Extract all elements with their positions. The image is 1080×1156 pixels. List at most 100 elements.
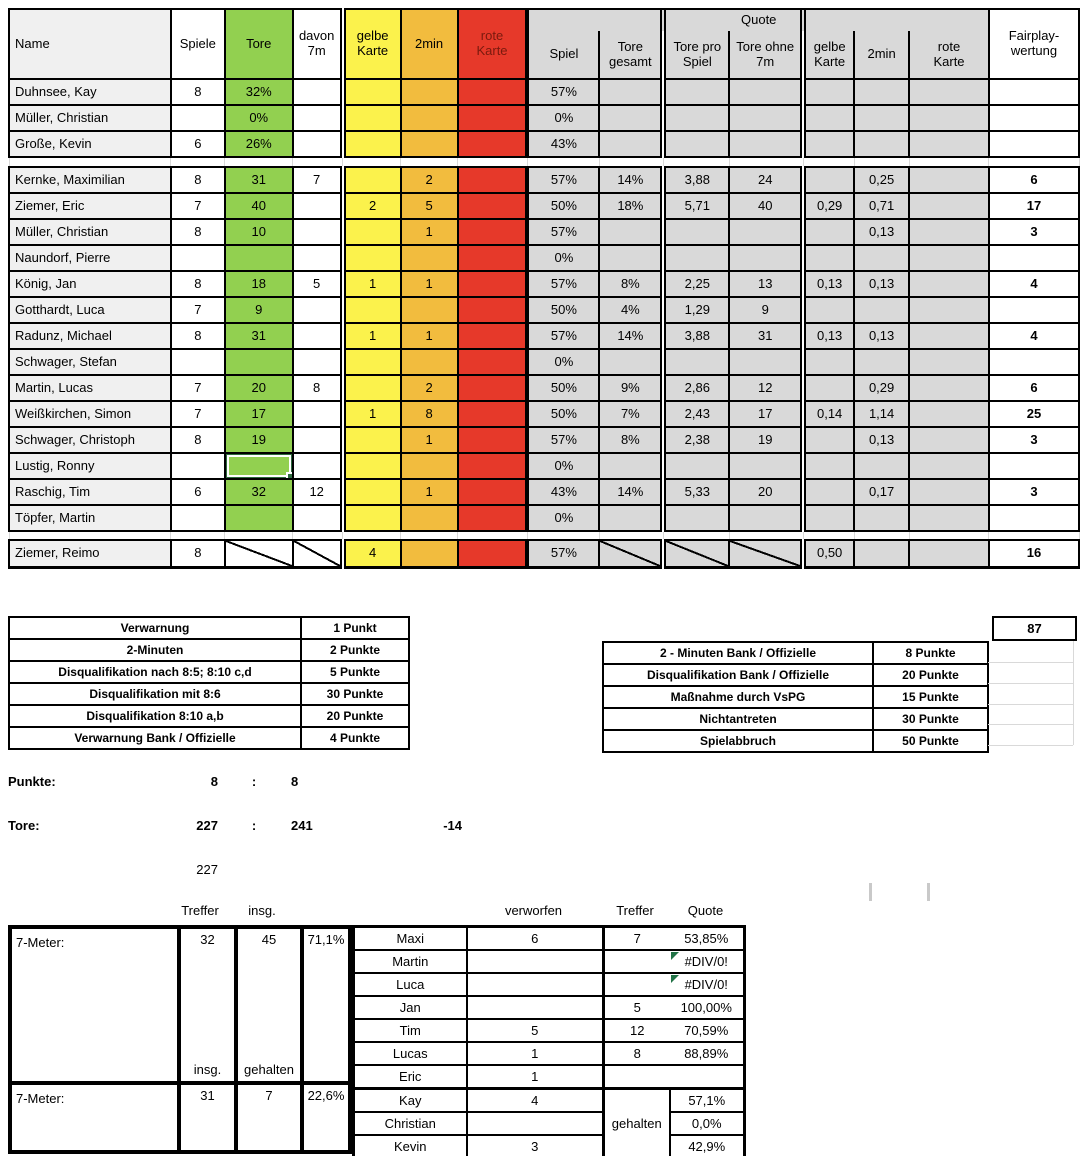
cell-davon7m[interactable]: [291, 348, 344, 376]
cell-spiele[interactable]: 6: [169, 130, 226, 158]
cell-name[interactable]: Radunz, Michael: [8, 322, 172, 350]
cell-spiele[interactable]: 7: [169, 192, 226, 220]
cell-q_spiel[interactable]: 50%: [525, 296, 601, 324]
cell-q_tore_ohne_7m[interactable]: [728, 452, 805, 480]
cell-rote[interactable]: [456, 374, 529, 402]
legend-label-cell[interactable]: Maßnahme durch VsPG: [602, 685, 874, 709]
legend-label-cell[interactable]: 2-Minuten: [8, 638, 302, 662]
cell-q_tore_pro_spiel[interactable]: 2,38: [660, 426, 731, 454]
seven-meter-treffer-cell[interactable]: 32 insg.: [177, 929, 234, 1081]
cell-spiele[interactable]: 8: [169, 539, 226, 569]
cell-q_tore_gesamt[interactable]: 8%: [598, 270, 665, 298]
cell-7m-verworfen[interactable]: 6: [465, 925, 605, 951]
cell-q_tore_ohne_7m[interactable]: 19: [728, 426, 805, 454]
cell-q_tore_pro_spiel[interactable]: [660, 130, 731, 158]
cell-name[interactable]: Schwager, Christoph: [8, 426, 172, 454]
cell-q_rote[interactable]: [908, 104, 990, 132]
cell-q_tore_gesamt[interactable]: [598, 504, 665, 532]
cell-rote[interactable]: [456, 452, 529, 480]
legend-points-cell[interactable]: 20 Punkte: [872, 663, 989, 687]
cell-q_tore_ohne_7m[interactable]: 40: [728, 192, 805, 220]
cell-davon7m[interactable]: [291, 130, 344, 158]
cell-q_rote[interactable]: [908, 504, 990, 532]
cell-q_zweimin[interactable]: 0,13: [853, 270, 911, 298]
cell-rote[interactable]: [456, 270, 529, 298]
cell-q_tore_gesamt[interactable]: 14%: [598, 322, 665, 350]
cell-q_rote[interactable]: [908, 452, 990, 480]
cell-rote[interactable]: [456, 130, 529, 158]
treffer-header[interactable]: Treffer: [181, 903, 219, 918]
legend-points-cell[interactable]: 20 Punkte: [300, 704, 410, 728]
cell-fairplay[interactable]: 4: [987, 270, 1080, 298]
cell-zweimin[interactable]: 1: [399, 478, 459, 506]
cell-7m-verworfen[interactable]: 5: [465, 1018, 605, 1043]
header-q_gelbe[interactable]: gelbe Karte: [800, 31, 856, 80]
cell-spiele[interactable]: 8: [169, 166, 226, 194]
cell-zweimin[interactable]: [399, 104, 459, 132]
cell-spiele[interactable]: 6: [169, 478, 226, 506]
cell-q_tore_gesamt[interactable]: [598, 130, 665, 158]
cell-tore[interactable]: [223, 452, 294, 480]
cell-7m-treffer[interactable]: 7: [602, 925, 670, 951]
cell-fairplay[interactable]: 4: [987, 322, 1080, 350]
cell-q_zweimin[interactable]: 0,13: [853, 218, 911, 246]
cell-fairplay[interactable]: [987, 78, 1080, 106]
cell-spiele[interactable]: [169, 504, 226, 532]
cell-7m-quote[interactable]: 100,00%: [669, 995, 746, 1020]
cell-q_tore_pro_spiel[interactable]: 3,88: [660, 322, 731, 350]
cell-gelbe[interactable]: [339, 348, 402, 376]
cell-q_spiel[interactable]: 57%: [525, 218, 601, 246]
cell-spiele[interactable]: 8: [169, 218, 226, 246]
cell-zweimin[interactable]: [399, 452, 459, 480]
cell-davon7m[interactable]: 5: [291, 270, 344, 298]
cell-tore[interactable]: 9: [223, 296, 294, 324]
cell-q_tore_ohne_7m[interactable]: 9: [728, 296, 805, 324]
cell-q_spiel[interactable]: 50%: [525, 374, 601, 402]
cell-7m-verworfen[interactable]: 3: [465, 1134, 605, 1156]
seven-meter-insgesamt-cell[interactable]: 45 gehalten: [234, 929, 300, 1081]
cell-q_spiel[interactable]: 0%: [525, 452, 601, 480]
legend-points-cell[interactable]: 30 Punkte: [300, 682, 410, 706]
header-rote[interactable]: rote Karte: [456, 8, 529, 80]
cell-q_zweimin[interactable]: [853, 296, 911, 324]
cell-q_tore_pro_spiel[interactable]: 2,25: [660, 270, 731, 298]
cell-davon7m[interactable]: [291, 426, 344, 454]
cell-davon7m[interactable]: [291, 400, 344, 428]
cell-spiele[interactable]: 8: [169, 426, 226, 454]
cell-q_tore_ohne_7m[interactable]: 17: [728, 400, 805, 428]
cell-q_rote[interactable]: [908, 322, 990, 350]
cell-7m-name[interactable]: Lucas: [352, 1041, 468, 1066]
cell-q_tore_gesamt[interactable]: [598, 78, 665, 106]
cell-name[interactable]: Ziemer, Reimo: [8, 539, 172, 569]
cell-7m-quote[interactable]: 57,1%: [668, 1087, 746, 1113]
cell-q_gelbe[interactable]: 0,13: [800, 270, 856, 298]
cell-q_gelbe[interactable]: [800, 244, 856, 272]
cell-q_spiel[interactable]: 57%: [525, 78, 601, 106]
header-davon7m[interactable]: davon 7m: [291, 8, 344, 80]
cell-rote[interactable]: [456, 478, 529, 506]
cell-q_spiel[interactable]: 50%: [525, 192, 601, 220]
cell-davon7m[interactable]: [291, 539, 344, 569]
cell-tore[interactable]: 20: [223, 374, 294, 402]
cell-q_zweimin[interactable]: [853, 130, 911, 158]
cell-davon7m[interactable]: [291, 78, 344, 106]
cell-7m-name[interactable]: Martin: [352, 949, 468, 974]
cell-q_gelbe[interactable]: 0,13: [800, 322, 856, 350]
cell-spiele[interactable]: [169, 452, 226, 480]
cell-rote[interactable]: [456, 539, 529, 569]
cell-7m-name[interactable]: Jan: [352, 995, 468, 1020]
cell-7m-quote[interactable]: #DIV/0!: [669, 949, 746, 974]
cell-fairplay[interactable]: 3: [987, 426, 1080, 454]
cell-rote[interactable]: [456, 296, 529, 324]
header-quote-group[interactable]: Quote: [525, 8, 990, 31]
cell-name[interactable]: Raschig, Tim: [8, 478, 172, 506]
cell-tore[interactable]: 0%: [223, 104, 294, 132]
cell-7m-verworfen[interactable]: 1: [465, 1064, 605, 1090]
cell-q_zweimin[interactable]: 0,25: [853, 166, 911, 194]
fairplay-total-cell[interactable]: 87: [992, 616, 1077, 641]
header-q_rote[interactable]: rote Karte: [908, 31, 990, 80]
cell-name[interactable]: Töpfer, Martin: [8, 504, 172, 532]
cell-q_gelbe[interactable]: [800, 218, 856, 246]
cell-fairplay[interactable]: 25: [987, 400, 1080, 428]
cell-name[interactable]: König, Jan: [8, 270, 172, 298]
